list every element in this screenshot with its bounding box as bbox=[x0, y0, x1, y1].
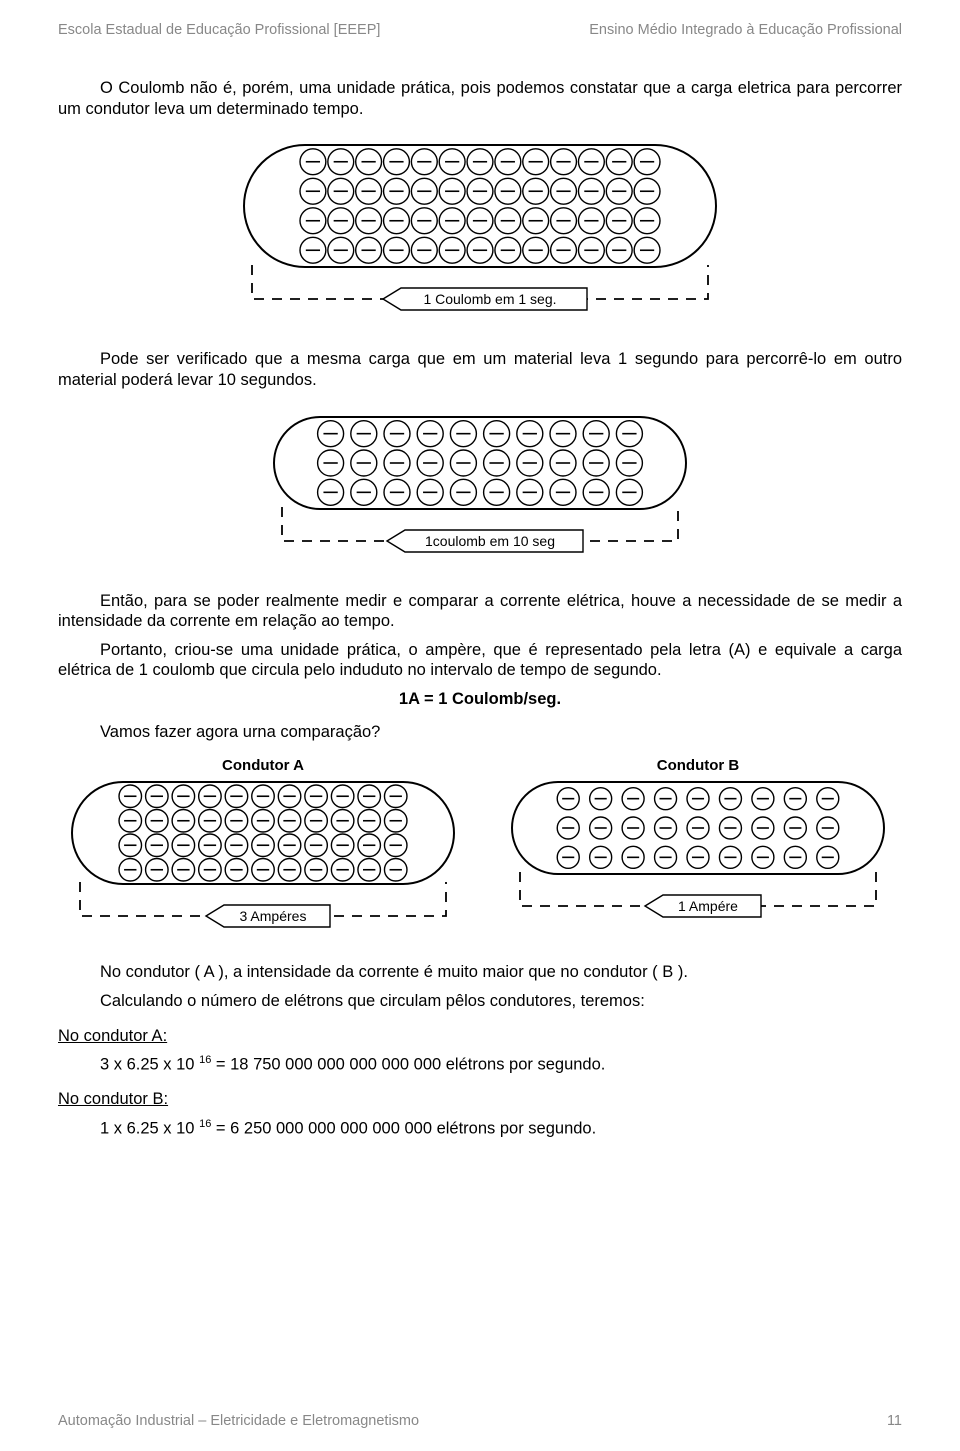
formula: 1A = 1 Coulomb/seg. bbox=[58, 689, 902, 710]
svg-text:1 Ampére: 1 Ampére bbox=[678, 898, 738, 914]
svg-text:1 Coulomb em 1 seg.: 1 Coulomb em 1 seg. bbox=[423, 291, 556, 307]
calc-b-exp: 16 bbox=[199, 1118, 211, 1130]
paragraph-3: Então, para se poder realmente medir e c… bbox=[58, 591, 902, 632]
paragraph-4: Portanto, criou-se uma unidade prática, … bbox=[58, 640, 902, 681]
page-footer: Automação Industrial – Eletricidade e El… bbox=[58, 1413, 902, 1429]
calc-b-base: 1 x 6.25 x 10 bbox=[100, 1119, 199, 1137]
svg-text:1coulomb em 10 seg: 1coulomb em 10 seg bbox=[425, 533, 555, 549]
calc-b-result: = 6 250 000 000 000 000 000 elétrons por… bbox=[211, 1119, 596, 1137]
figure-condutor-a-b: Condutor A 3 Ampéres Condutor B 1 Ampére bbox=[58, 754, 902, 944]
condutor-b-label: No condutor B: bbox=[58, 1089, 902, 1110]
condutor-a-label: No condutor A: bbox=[58, 1026, 902, 1047]
calc-a-exp: 16 bbox=[199, 1054, 211, 1066]
footer-left: Automação Industrial – Eletricidade e El… bbox=[58, 1413, 419, 1429]
footer-right: 11 bbox=[887, 1413, 902, 1429]
svg-text:3 Ampéres: 3 Ampéres bbox=[240, 908, 307, 924]
paragraph-7: Calculando o número de elétrons que circ… bbox=[58, 991, 902, 1012]
svg-text:Condutor A: Condutor A bbox=[222, 757, 304, 774]
paragraph-1: O Coulomb não é, porém, uma unidade prát… bbox=[58, 78, 902, 119]
condutor-a-calc: 3 x 6.25 x 10 16 = 18 750 000 000 000 00… bbox=[58, 1054, 902, 1075]
figure-1-coulomb-1seg: 1 Coulomb em 1 seg. bbox=[200, 131, 760, 331]
figure-1-coulomb-10seg: 1coulomb em 10 seg bbox=[230, 403, 730, 573]
paragraph-2: Pode ser verificado que a mesma carga qu… bbox=[58, 349, 902, 390]
svg-text:Condutor B: Condutor B bbox=[657, 757, 740, 774]
paragraph-6: No condutor ( A ), a intensidade da corr… bbox=[58, 962, 902, 983]
calc-a-result: = 18 750 000 000 000 000 000 elétrons po… bbox=[211, 1056, 605, 1074]
calc-a-base: 3 x 6.25 x 10 bbox=[100, 1056, 199, 1074]
header-right: Ensino Médio Integrado à Educação Profis… bbox=[589, 22, 902, 38]
page-content: O Coulomb não é, porém, uma unidade prát… bbox=[0, 38, 960, 1139]
condutor-b-calc: 1 x 6.25 x 10 16 = 6 250 000 000 000 000… bbox=[58, 1118, 902, 1139]
paragraph-5: Vamos fazer agora urna comparação? bbox=[58, 722, 902, 743]
header-left: Escola Estadual de Educação Profissional… bbox=[58, 22, 380, 38]
page-header: Escola Estadual de Educação Profissional… bbox=[0, 0, 960, 38]
